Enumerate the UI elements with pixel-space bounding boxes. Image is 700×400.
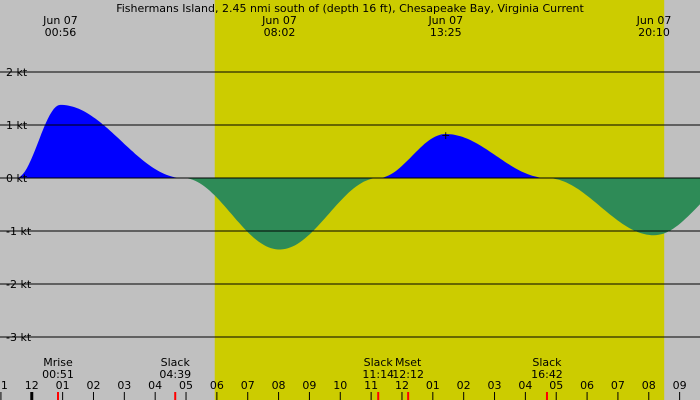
hour-tick-label: 06 [580, 379, 594, 392]
max-date-label: Jun 07 [427, 14, 463, 27]
max-date-label: Jun 07 [42, 14, 78, 27]
event-name-label: Mset [395, 356, 422, 369]
hour-tick-label: 08 [642, 379, 656, 392]
ebb-area [182, 178, 379, 250]
event-time-label: 12:12 [392, 368, 424, 381]
hour-tick-label: 09 [302, 379, 316, 392]
event-time-label: 04:39 [159, 368, 191, 381]
hour-tick-label: 06 [210, 379, 224, 392]
event-time-label: 11:14 [362, 368, 394, 381]
current-curve [16, 104, 700, 250]
hour-tick-label: 04 [518, 379, 532, 392]
flood-area [378, 134, 547, 178]
hour-tick-label: 02 [86, 379, 100, 392]
event-name-label: Mrise [43, 356, 73, 369]
max-date-label: Jun 07 [261, 14, 297, 27]
max-time-label: 00:56 [45, 26, 77, 39]
hour-tick-label: 10 [333, 379, 347, 392]
y-tick-label: 2 kt [6, 66, 28, 79]
hour-tick-label: 07 [241, 379, 255, 392]
hour-tick-label: 12 [395, 379, 409, 392]
hour-tick-label: 07 [611, 379, 625, 392]
event-name-label: Slack [161, 356, 191, 369]
chart-title: Fishermans Island, 2.45 nmi south of (de… [116, 2, 584, 15]
ebb-area [547, 178, 700, 236]
max-marker: + [441, 129, 450, 142]
y-tick-label: -3 kt [6, 331, 32, 344]
hour-tick-label: 03 [488, 379, 502, 392]
event-name-label: Slack [364, 356, 394, 369]
y-tick-label: -1 kt [6, 225, 32, 238]
hour-tick-label: 04 [148, 379, 162, 392]
hour-tick-label: 11 [364, 379, 378, 392]
hour-tick-label: 05 [549, 379, 563, 392]
y-tick-label: -2 kt [6, 278, 32, 291]
gridlines [0, 71, 700, 338]
hour-tick-label: 01 [56, 379, 70, 392]
event-labels: Mrise00:51Slack04:39Slack11:14Mset12:12S… [42, 356, 563, 381]
y-tick-label: 1 kt [6, 119, 28, 132]
hour-tick-label: 03 [117, 379, 131, 392]
hour-tick-label: 02 [457, 379, 471, 392]
event-time-label: 16:42 [531, 368, 563, 381]
max-date-label: Jun 07 [636, 14, 672, 27]
event-time-label: 00:51 [42, 368, 74, 381]
hour-tick-label: 05 [179, 379, 193, 392]
max-time-label: 08:02 [264, 26, 296, 39]
y-tick-label: 0 kt [6, 172, 28, 185]
hour-tick-label: 08 [272, 379, 286, 392]
flood-area [16, 104, 183, 178]
max-time-label: 13:25 [430, 26, 462, 39]
hour-tick-label: 09 [673, 379, 687, 392]
y-axis-labels: 2 kt 1 kt 0 kt -1 kt -2 kt -3 kt [6, 66, 32, 344]
hour-tick-label: 11 [0, 379, 8, 392]
max-time-label: 20:10 [638, 26, 670, 39]
hour-tick-label: 12 [25, 379, 39, 392]
hour-ticks: 11 12 01 02 03 04 05 06 07 08 09 10 11 12 01 02 03 04 05 06… [0, 379, 687, 400]
event-name-label: Slack [532, 356, 562, 369]
hour-tick-label: 01 [426, 379, 440, 392]
